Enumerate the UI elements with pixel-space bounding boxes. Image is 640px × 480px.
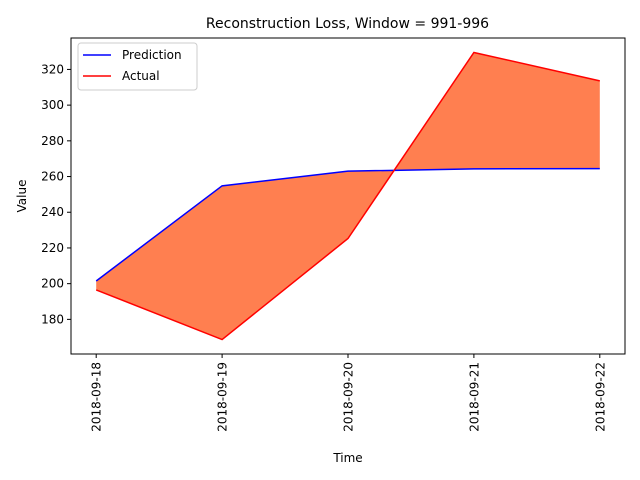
- y-tick-label: 300: [41, 98, 64, 112]
- x-tick-label: 2018-09-18: [90, 362, 104, 432]
- x-tick-label: 2018-09-22: [593, 362, 607, 432]
- y-tick-label: 280: [41, 134, 64, 148]
- x-tick-label: 2018-09-19: [216, 362, 230, 432]
- y-tick-label: 320: [41, 62, 64, 76]
- legend: Prediction Actual: [77, 42, 198, 91]
- x-axis-label: Time: [332, 451, 362, 465]
- x-axis: 2018-09-18 2018-09-19 2018-09-20 2018-09-21…: [90, 354, 607, 432]
- x-tick-label: 2018-09-21: [467, 362, 481, 432]
- x-tick-label: 2018-09-20: [342, 362, 356, 432]
- series-line-actual: [95, 51, 600, 341]
- legend-label-actual: Actual: [122, 69, 160, 83]
- series-line-prediction: [95, 167, 600, 282]
- legend-label-prediction: Prediction: [122, 48, 182, 62]
- y-axis-label: Value: [15, 180, 29, 213]
- y-tick-label: 240: [41, 205, 64, 219]
- y-tick-label: 180: [41, 312, 64, 326]
- fill-between-polygon: [96, 52, 600, 340]
- y-axis: 180 200 220 240 260 280 300 320: [41, 62, 71, 326]
- series-lines: [95, 51, 600, 341]
- fill-between-area: [96, 52, 600, 340]
- y-tick-label: 200: [41, 277, 64, 291]
- y-tick-label: 260: [41, 170, 64, 184]
- y-tick-label: 220: [41, 241, 64, 255]
- chart-title: Reconstruction Loss, Window = 991-996: [206, 16, 489, 32]
